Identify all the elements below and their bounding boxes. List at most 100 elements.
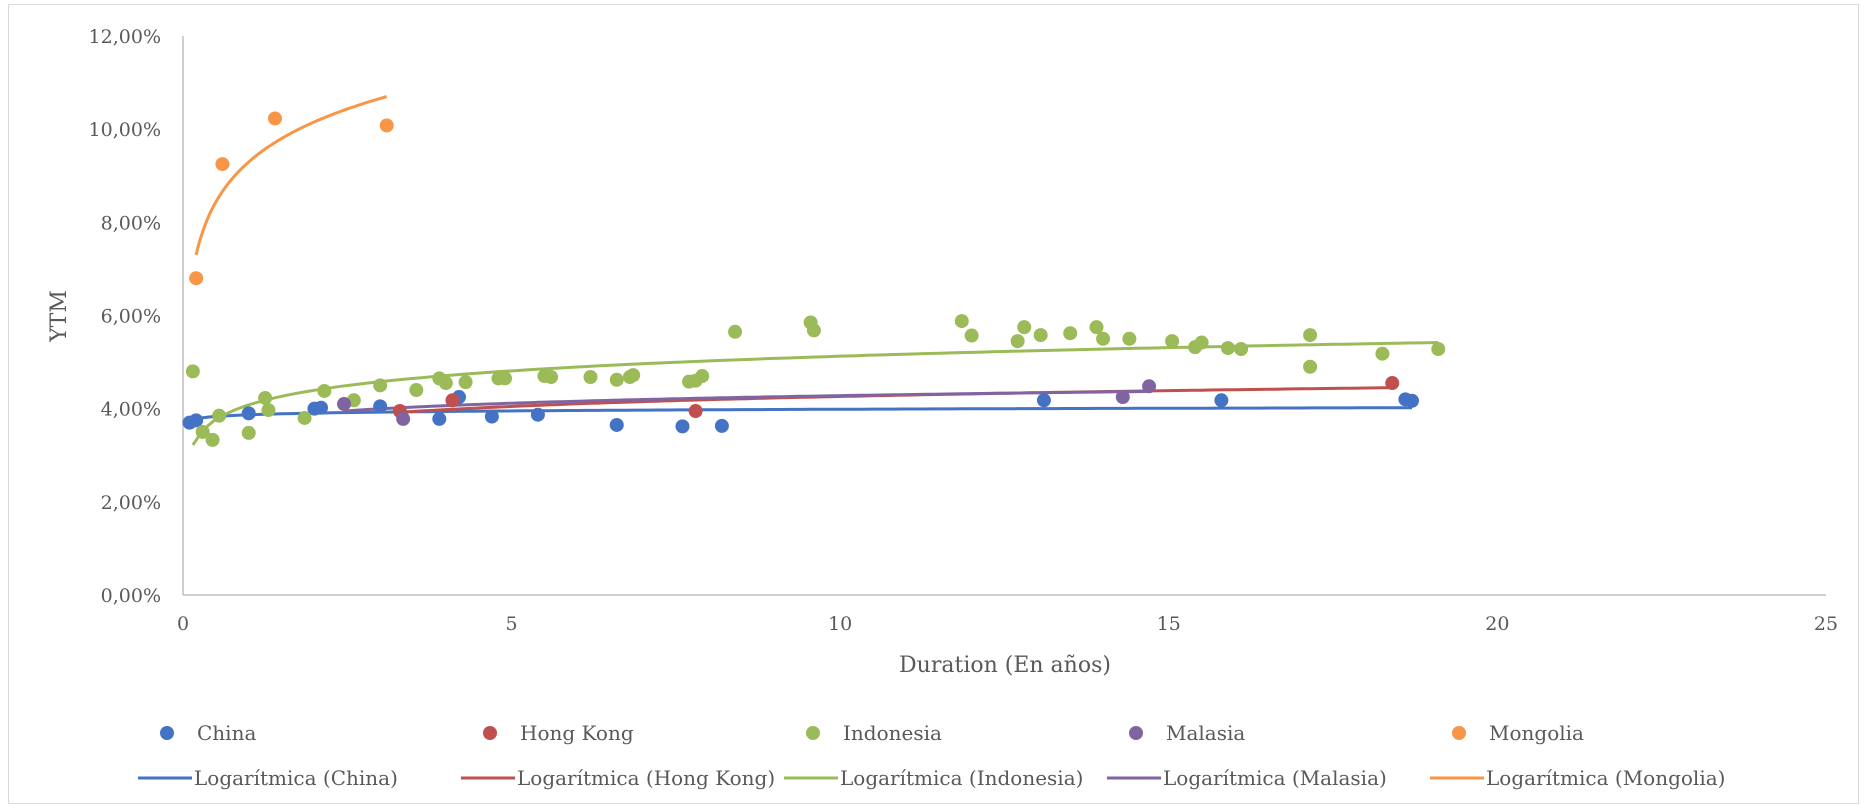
legend-label: China — [197, 721, 256, 745]
legend-label: Logarítmica (Indonesia) — [840, 766, 1083, 790]
data-point — [185, 364, 200, 379]
legend-marker — [160, 726, 174, 740]
x-tick-label: 0 — [177, 613, 189, 635]
legend-label: Mongolia — [1489, 721, 1584, 745]
data-point — [379, 118, 394, 133]
data-point — [189, 271, 204, 286]
legend-label: Logarítmica (China) — [194, 766, 398, 790]
legend-label: Logarítmica (Mongolia) — [1486, 766, 1725, 790]
data-point — [314, 400, 329, 415]
x-axis-title: Duration (En años) — [899, 653, 1111, 678]
data-point — [695, 369, 710, 384]
data-point — [626, 368, 641, 383]
legend-marker — [483, 726, 497, 740]
data-point — [215, 157, 230, 172]
data-point — [261, 403, 276, 418]
data-point — [1096, 331, 1111, 346]
legend-marker — [806, 726, 820, 740]
y-tick-label: 8,00% — [101, 212, 161, 234]
y-tick-label: 10,00% — [89, 119, 161, 141]
data-point — [1303, 359, 1318, 374]
axes: 0,00% 2,00% 4,00% 6,00% 8,00% 10,00% 12,00% 0 5 1… — [89, 26, 1839, 635]
legend-marker — [1452, 726, 1466, 740]
data-point — [675, 419, 690, 434]
data-point — [1375, 346, 1390, 361]
data-point — [409, 383, 424, 398]
data-point — [1385, 376, 1400, 391]
y-tick-label: 2,00% — [101, 492, 161, 514]
data-point — [195, 424, 210, 439]
data-point — [438, 376, 453, 391]
data-point — [1142, 379, 1157, 394]
data-point — [728, 324, 743, 339]
data-point — [1404, 393, 1419, 408]
data-point — [1122, 331, 1137, 346]
legend-label: Logarítmica (Malasia) — [1163, 766, 1387, 790]
data-point — [544, 369, 559, 384]
data-point — [1220, 341, 1235, 356]
x-tick-label: 5 — [506, 613, 518, 635]
legend-label: Indonesia — [843, 721, 942, 745]
data-point — [373, 399, 388, 414]
y-tick-label: 0,00% — [101, 585, 161, 607]
y-tick-label: 4,00% — [101, 399, 161, 421]
data-point — [498, 371, 513, 386]
y-tick-label: 6,00% — [101, 306, 161, 328]
data-point — [205, 432, 220, 447]
data-point — [241, 425, 256, 440]
data-point — [1089, 320, 1104, 335]
data-point — [964, 328, 979, 343]
data-point — [484, 409, 499, 424]
data-point — [714, 418, 729, 433]
data-point — [1010, 334, 1025, 349]
legend-marker — [1129, 726, 1143, 740]
trendline — [194, 95, 388, 256]
data-point — [268, 111, 283, 126]
data-point — [1214, 393, 1229, 408]
x-tick-label: 10 — [828, 613, 852, 635]
data-point — [396, 411, 411, 426]
x-tick-label: 20 — [1485, 613, 1509, 635]
data-point — [583, 369, 598, 384]
data-point — [1194, 335, 1209, 350]
data-point — [432, 411, 447, 426]
data-point — [1234, 342, 1249, 357]
x-tick-label: 15 — [1157, 613, 1181, 635]
legend-label: Hong Kong — [520, 721, 634, 745]
data-point — [609, 372, 624, 387]
data-point — [688, 403, 703, 418]
y-axis-title: YTM — [47, 290, 72, 343]
data-point — [445, 393, 460, 408]
legend: China Hong Kong Indonesia Malasia Mongolia Lo… — [138, 721, 1725, 790]
data-point — [1115, 390, 1130, 405]
trendline — [191, 341, 1439, 446]
legend-label: Logarítmica (Hong Kong) — [517, 766, 775, 790]
data-point — [1036, 393, 1051, 408]
y-tick-label: 12,00% — [89, 26, 161, 48]
data-point — [1303, 328, 1318, 343]
data-point — [241, 406, 256, 421]
data-point — [212, 408, 227, 423]
data-point — [530, 407, 545, 422]
data-points — [182, 111, 1446, 447]
data-point — [1063, 326, 1078, 341]
data-point — [954, 314, 969, 329]
data-point — [258, 390, 273, 405]
data-point — [1033, 328, 1048, 343]
x-tick-label: 25 — [1814, 613, 1838, 635]
trendlines — [189, 95, 1439, 446]
trendline — [343, 389, 1150, 413]
data-point — [609, 417, 624, 432]
data-point — [297, 410, 312, 425]
data-point — [1165, 334, 1180, 349]
data-point — [337, 397, 352, 412]
data-point — [1431, 342, 1446, 357]
data-point — [317, 383, 332, 398]
data-point — [1017, 320, 1032, 335]
data-point — [806, 323, 821, 338]
legend-label: Malasia — [1166, 721, 1245, 745]
data-point — [458, 375, 473, 390]
data-point — [373, 378, 388, 393]
data-point — [189, 413, 204, 428]
